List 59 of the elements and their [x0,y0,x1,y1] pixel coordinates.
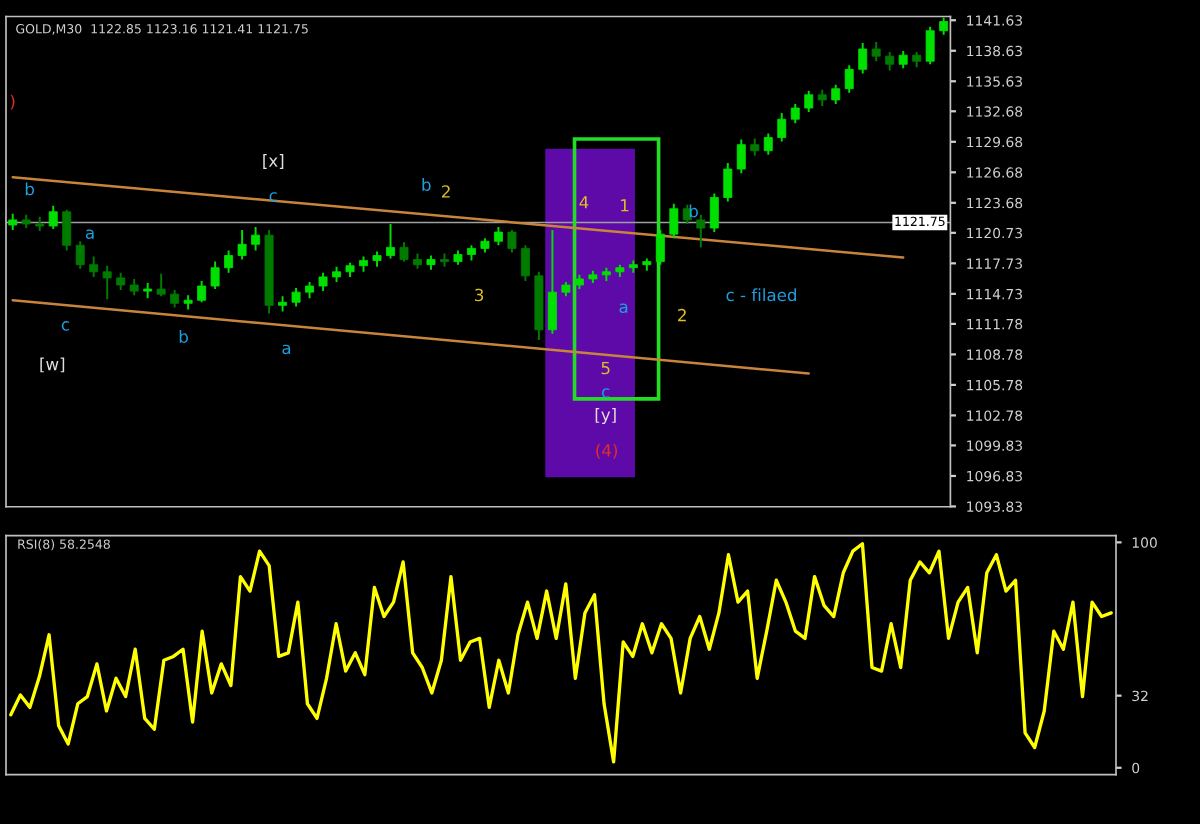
candlestick [224,249,234,274]
annotation: ) [10,94,15,110]
candlestick [547,229,557,335]
annotation: a [85,229,94,239]
candlestick [520,244,530,282]
annotation: 5 [601,361,610,375]
annotation: 4 [579,196,589,209]
annotation: b [689,204,698,218]
candlestick [318,271,328,293]
candlestick [291,287,301,308]
candlestick [709,192,719,234]
annotation: 3 [475,288,484,302]
candlestick [669,202,679,240]
candlestick [844,64,854,94]
candlestick [399,241,409,263]
candlestick [102,264,112,301]
annotation: b [422,178,431,191]
candlestick [75,240,85,270]
line-series [9,542,1113,764]
annotation: c - filaed [726,288,796,302]
annotation: [x] [263,154,284,169]
candlestick [925,25,935,66]
candlestick [885,51,895,72]
candlestick [696,213,706,249]
annotation: c [602,388,610,398]
annotation: [w] [40,357,65,373]
annotation: (4) [596,443,618,459]
candlestick [62,208,72,252]
annotation: b [179,330,188,343]
candlestick [763,132,773,156]
candlestick [197,279,207,304]
candlestick [251,226,261,252]
candlestick [736,138,746,175]
annotation: b [25,182,34,196]
annotation: 2 [442,185,450,198]
candlestick [682,203,692,225]
annotation: [y] [595,407,616,425]
annotation: a [619,303,628,314]
candlestick [48,204,58,231]
annotation: 2 [678,308,686,322]
annotation: a [282,344,291,355]
candlestick [831,83,841,105]
candlestick [237,229,247,261]
candlestick [493,226,503,247]
candlestick [386,223,395,260]
candlestick [777,112,787,143]
annotation: c [61,321,70,331]
candlestick [723,161,733,203]
candlestick [858,41,868,75]
candlestick [871,40,881,63]
annotation: 1 [621,199,629,212]
candlestick [210,260,220,291]
candlestick [89,255,99,278]
candlestick [655,229,665,266]
candlestick [156,272,166,298]
candlestick [507,229,517,254]
annotation: c [269,192,277,202]
candlestick [790,102,800,125]
candlestick [804,89,814,114]
